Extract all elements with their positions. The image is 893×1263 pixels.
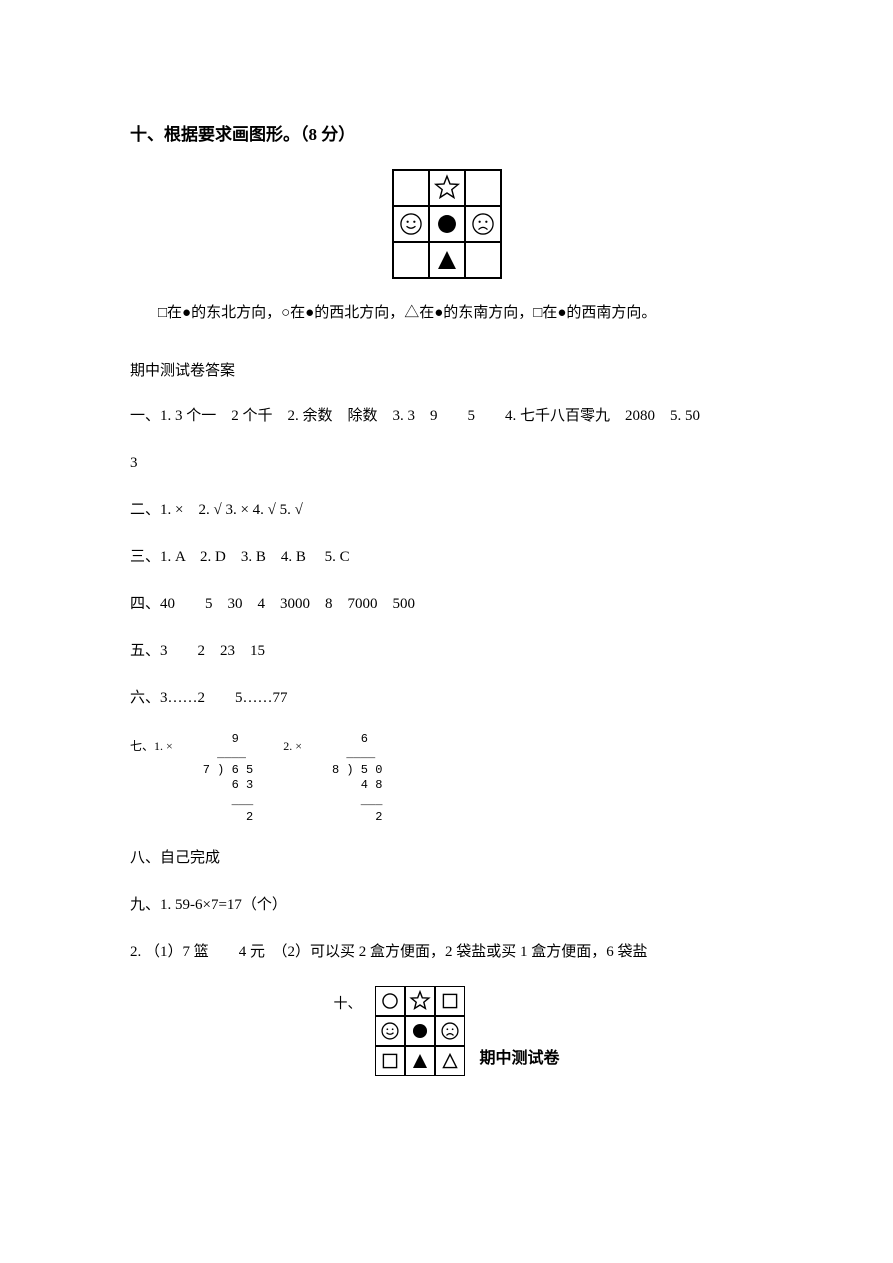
star-cell	[429, 170, 465, 206]
longdiv-1: 9 ____ 7 ) 6 5 6 3 ___ 2	[203, 732, 253, 826]
empty-cell	[465, 242, 501, 278]
bottom-row: 十、 期中测试卷	[130, 986, 763, 1076]
circle-outline-cell	[375, 986, 405, 1016]
frown-cell	[435, 1016, 465, 1046]
ans-9: 九、1. 59-6×7=17（个）	[130, 892, 763, 919]
ans-4: 四、40 5 30 4 3000 8 7000 500	[130, 591, 763, 618]
q10-grid-wrap	[130, 169, 763, 279]
q10-heading: 十、根据要求画图形。（8 分）	[130, 120, 763, 151]
q10-instruction: □在●的东北方向，○在●的西北方向，△在●的东南方向，□在●的西南方向。	[130, 297, 763, 330]
empty-cell	[393, 242, 429, 278]
star-cell	[405, 986, 435, 1016]
ans-7-mid: 2. ×	[283, 732, 302, 758]
triangle-outline-cell	[435, 1046, 465, 1076]
square-outline-cell	[435, 986, 465, 1016]
longdiv-2: 6 ____ 8 ) 5 0 4 8 ___ 2	[332, 732, 382, 826]
black-triangle-cell	[429, 242, 465, 278]
ans-1b: 3	[130, 450, 763, 477]
answer-grid	[375, 986, 465, 1076]
ans-3: 三、1. A 2. D 3. B 4. B 5. C	[130, 544, 763, 571]
ans-5: 五、3 2 23 15	[130, 638, 763, 665]
ans-2: 二、1. × 2. √ 3. × 4. √ 5. √	[130, 497, 763, 524]
empty-cell	[465, 170, 501, 206]
black-circle-cell	[405, 1016, 435, 1046]
ans-6: 六、3……2 5……77	[130, 685, 763, 712]
black-triangle-cell	[405, 1046, 435, 1076]
ans-8: 八、自己完成	[130, 845, 763, 872]
ten-prefix: 十、	[333, 986, 361, 1017]
frown-cell	[465, 206, 501, 242]
empty-cell	[393, 170, 429, 206]
ans-7-label: 七、1. ×	[130, 732, 173, 758]
q10-grid	[392, 169, 502, 279]
black-circle-cell	[429, 206, 465, 242]
smile-cell	[375, 1016, 405, 1046]
ans-9b: 2. （1）7 篮 4 元 （2）可以买 2 盒方便面，2 袋盐或买 1 盒方便…	[130, 939, 763, 966]
ans-7-wrap: 七、1. × 9 ____ 7 ) 6 5 6 3 ___ 2 2. × 6 _…	[130, 732, 763, 826]
square-outline-cell	[375, 1046, 405, 1076]
footer-label: 期中测试卷	[479, 1045, 559, 1076]
answers-title: 期中测试卷答案	[130, 358, 763, 385]
smile-cell	[393, 206, 429, 242]
ans-1: 一、1. 3 个一 2 个千 2. 余数 除数 3. 3 9 5 4. 七千八百…	[130, 403, 763, 430]
